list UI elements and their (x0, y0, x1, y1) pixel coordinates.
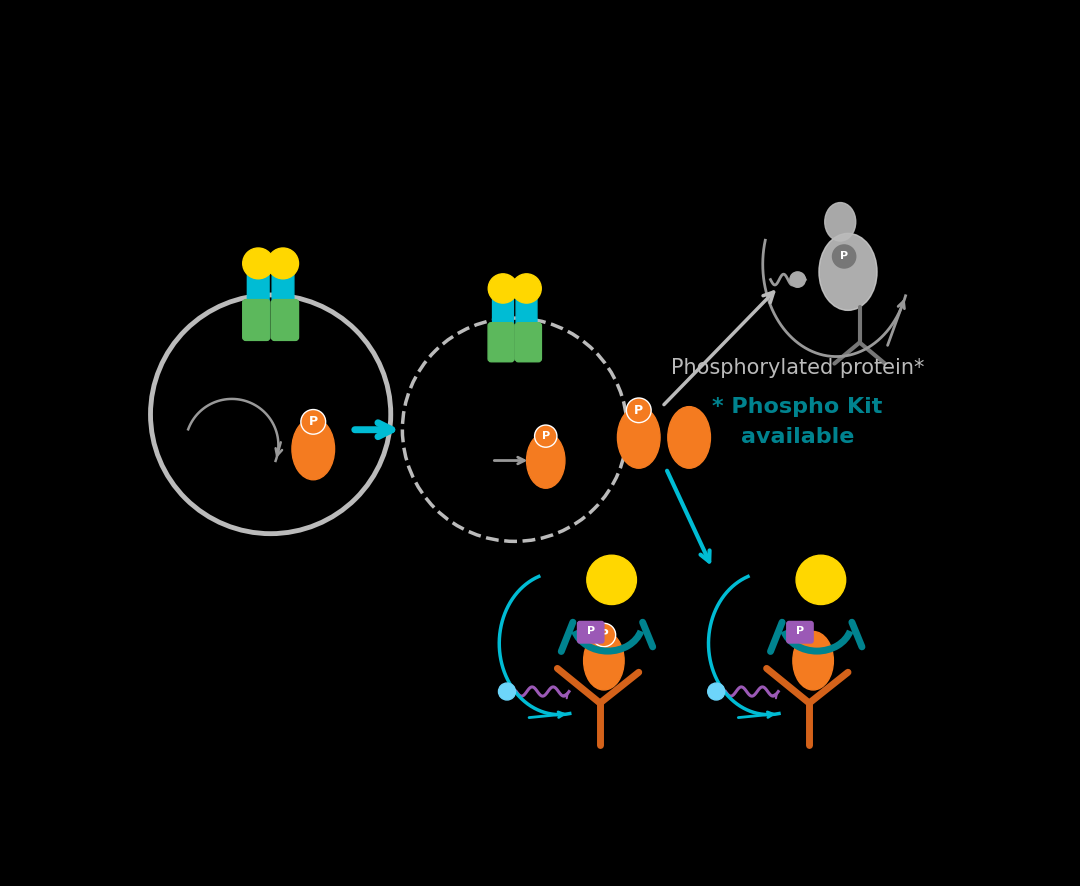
Text: P: P (840, 252, 848, 261)
FancyBboxPatch shape (516, 291, 537, 361)
Circle shape (268, 248, 298, 279)
Ellipse shape (583, 632, 624, 690)
Circle shape (535, 425, 557, 447)
FancyBboxPatch shape (488, 323, 514, 361)
Text: P: P (309, 416, 318, 428)
Ellipse shape (527, 432, 565, 488)
Ellipse shape (667, 407, 711, 468)
Circle shape (833, 245, 855, 268)
FancyBboxPatch shape (272, 266, 294, 339)
Ellipse shape (618, 407, 660, 468)
FancyBboxPatch shape (247, 266, 269, 339)
Circle shape (499, 683, 515, 700)
Circle shape (488, 274, 517, 303)
Text: P: P (586, 626, 595, 636)
Text: Phosphorylated protein*: Phosphorylated protein* (671, 358, 924, 378)
FancyBboxPatch shape (515, 323, 541, 361)
Circle shape (707, 683, 725, 700)
FancyBboxPatch shape (271, 299, 298, 340)
Circle shape (789, 272, 806, 287)
Text: P: P (634, 404, 644, 416)
Text: P: P (599, 628, 608, 641)
Circle shape (301, 409, 326, 434)
Ellipse shape (825, 203, 855, 241)
Text: * Phospho Kit: * Phospho Kit (713, 397, 882, 416)
Circle shape (512, 274, 541, 303)
Circle shape (626, 398, 651, 423)
Text: available: available (741, 427, 854, 447)
Ellipse shape (292, 418, 335, 480)
Circle shape (796, 556, 846, 604)
FancyBboxPatch shape (786, 621, 813, 643)
FancyBboxPatch shape (243, 299, 270, 340)
FancyBboxPatch shape (492, 291, 513, 361)
Circle shape (243, 248, 273, 279)
Text: P: P (796, 626, 804, 636)
FancyBboxPatch shape (578, 621, 604, 643)
Ellipse shape (819, 233, 877, 310)
Circle shape (586, 556, 636, 604)
Ellipse shape (793, 632, 834, 690)
Circle shape (592, 623, 616, 647)
Text: P: P (542, 431, 550, 441)
